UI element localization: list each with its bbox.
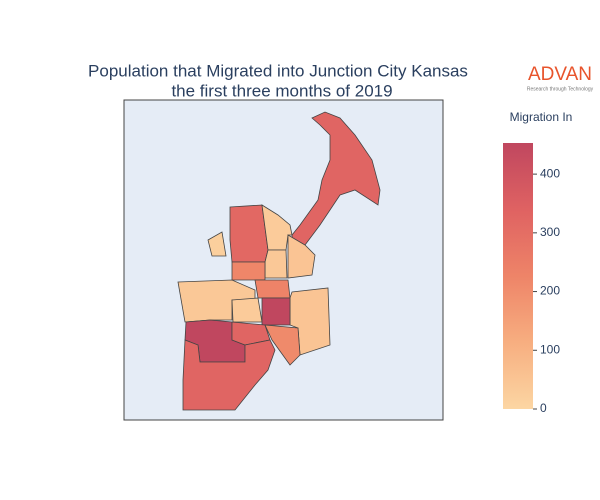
- colorbar: [503, 143, 533, 409]
- colorbar-tick-label: 100: [540, 342, 560, 356]
- region: [182, 339, 276, 411]
- colorbar-tick-label: 0: [540, 401, 547, 415]
- region: [231, 261, 266, 281]
- colorbar-tick-label: 300: [540, 225, 560, 239]
- region: [207, 231, 227, 257]
- logo: ADVAN: [528, 64, 592, 85]
- region: [254, 279, 291, 299]
- region: [231, 297, 263, 323]
- region: [264, 249, 288, 279]
- colorbar-tick-label: 400: [540, 166, 560, 180]
- colorbar-tick-label: 200: [540, 284, 560, 298]
- chart-title: Population that Migrated into Junction C…: [88, 61, 468, 80]
- region: [229, 204, 269, 263]
- region: [291, 111, 381, 249]
- region: [287, 234, 316, 279]
- region: [261, 297, 291, 326]
- chart-subtitle: the first three months of 2019: [171, 81, 392, 100]
- region: [264, 324, 301, 366]
- colorbar-title: Migration In: [510, 110, 573, 124]
- logo-tagline: Research through Technology: [527, 86, 594, 92]
- region: [289, 287, 331, 356]
